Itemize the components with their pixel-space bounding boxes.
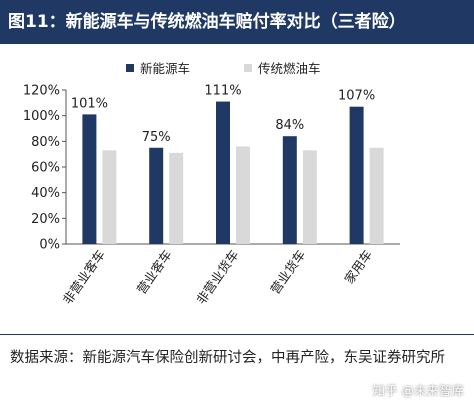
y-tick-label: 40% [31, 186, 60, 201]
bar-nev [82, 114, 97, 244]
figure-title: 图11：新能源车与传统燃油车赔付率对比（三者险） [0, 0, 474, 44]
legend-label-ice: 传统燃油车 [258, 61, 321, 76]
category-label: 家用车 [341, 247, 375, 286]
bar-ice [302, 150, 317, 244]
y-axis [62, 89, 67, 245]
category-label: 非营业客车 [60, 247, 108, 307]
legend: 新能源车 传统燃油车 [126, 61, 321, 76]
source-text: 数据来源：新能源汽车保险创新研讨会，中再产险，东吴证券研究所 [10, 350, 445, 366]
category-label: 营业货车 [267, 247, 308, 297]
legend-swatch-nev [126, 64, 134, 72]
category-label: 营业客车 [134, 247, 175, 297]
value-label: 75% [142, 130, 171, 145]
y-tick-label: 100% [23, 109, 60, 124]
bars [82, 101, 384, 244]
value-labels: 101% 75% 111% 84% 107% [71, 84, 375, 145]
value-label: 107% [338, 89, 375, 104]
bar-ice [102, 150, 117, 244]
bar-ice [169, 152, 184, 244]
category-label: 非营业货车 [193, 247, 241, 307]
legend-label-nev: 新能源车 [140, 61, 190, 76]
bar-nev [349, 106, 364, 244]
category-labels: 非营业客车 营业客车 非营业货车 营业货车 家用车 [60, 247, 375, 307]
y-tick-label: 20% [31, 212, 60, 227]
value-label: 101% [71, 96, 108, 111]
value-label: 84% [275, 118, 304, 133]
y-tick-label: 60% [31, 161, 60, 176]
y-tick-label: 80% [31, 135, 60, 150]
watermark: 知乎 @未来智库 [372, 383, 464, 398]
source-note: 数据来源：新能源汽车保险创新研讨会，中再产险，东吴证券研究所 [0, 334, 474, 407]
chart: 新能源车 传统燃油车 120% 100% 80% 60% 40% 20% 0% 101% 75… [23, 61, 400, 307]
value-label: 111% [204, 84, 241, 99]
bar-ice [236, 146, 250, 244]
y-tick-labels: 120% 100% 80% 60% 40% 20% 0% [23, 84, 60, 253]
y-tick-label: 0% [39, 238, 60, 253]
bar-nev [282, 136, 297, 244]
bar-nev [216, 101, 230, 244]
bar-nev [149, 147, 164, 244]
bar-ice [369, 147, 384, 244]
y-tick-label: 120% [23, 84, 60, 99]
legend-swatch-ice [244, 64, 252, 72]
